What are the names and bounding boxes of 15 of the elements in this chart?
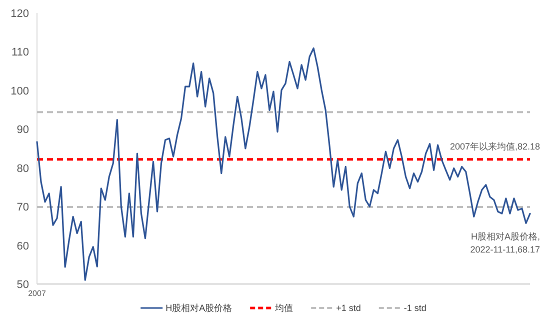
text: 2007 xyxy=(28,289,46,298)
y-tick-label: 50 xyxy=(16,279,29,291)
y-tick-label: 120 xyxy=(10,8,29,20)
legend-label: -1 std xyxy=(404,303,426,313)
y-tick-label: 70 xyxy=(16,202,29,214)
y-tick-label: 60 xyxy=(16,240,29,252)
y-tick-label: 100 xyxy=(10,85,29,98)
y-tick-label: 110 xyxy=(11,46,29,59)
annotation: H股相对A股价格, 2022-11-11,68.17 xyxy=(470,232,540,255)
legend-label: +1 std xyxy=(336,303,361,313)
legend-label: 均值 xyxy=(274,303,294,313)
y-tick-label: 80 xyxy=(16,162,29,175)
annotation: 2007年以来均值,82.18 xyxy=(450,141,540,152)
legend-label: H股相对A股价格 xyxy=(166,303,232,313)
y-tick-label: 90 xyxy=(16,124,29,136)
